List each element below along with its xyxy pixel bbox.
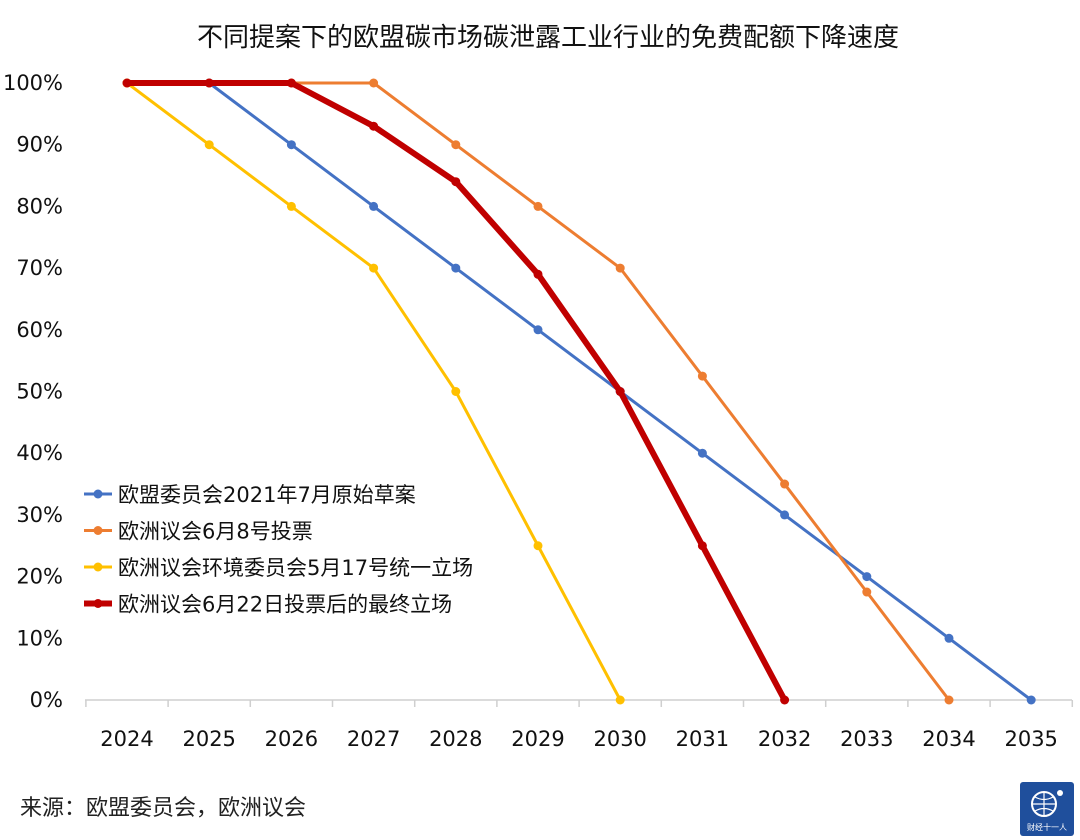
x-tick-label: 2026 (265, 727, 318, 751)
x-tick-label: 2029 (511, 727, 564, 751)
x-tick-label: 2030 (593, 727, 646, 751)
data-point (286, 78, 296, 88)
data-point (286, 201, 296, 211)
x-tick-label: 2031 (676, 727, 729, 751)
y-tick-label: 60% (16, 318, 63, 342)
data-point (944, 633, 954, 643)
line-chart: 不同提案下的欧盟碳市场碳泄露工业行业的免费配额下降速度 2024 2025 2026… (3, 23, 1074, 751)
data-point (697, 448, 707, 458)
data-point (615, 695, 625, 705)
legend-item: 欧洲议会环境委员会5月17号统一立场 (84, 556, 473, 580)
data-point (862, 587, 872, 597)
x-tick-label: 2032 (758, 727, 811, 751)
data-point (615, 263, 625, 273)
data-point (697, 541, 707, 551)
x-tick-label: 2027 (347, 727, 400, 751)
publisher-logo: 财经十一人 (1020, 782, 1074, 836)
legend: 欧盟委员会2021年7月原始草案欧洲议会6月8号投票欧洲议会环境委员会5月17号… (84, 483, 473, 617)
legend-swatch-marker (93, 489, 103, 499)
y-tick-label: 10% (16, 626, 63, 650)
legend-item: 欧洲议会6月22日投票后的最终立场 (84, 593, 452, 617)
data-point (451, 140, 461, 150)
x-tick-label: 2035 (1004, 727, 1057, 751)
data-point (451, 263, 461, 273)
legend-swatch-marker (93, 562, 103, 572)
y-tick-label: 20% (16, 565, 63, 589)
axes: 2024 2025 2026 2027 2028 2029 2030 2031 2032 2033… (3, 71, 1074, 751)
data-point (944, 695, 954, 705)
data-point (369, 121, 379, 131)
x-tick-label: 2024 (100, 727, 153, 751)
data-point (369, 263, 379, 273)
logo-text: 财经十一人 (1027, 823, 1067, 832)
data-point (122, 78, 132, 88)
y-tick-label: 30% (16, 503, 63, 527)
series-4 (122, 78, 790, 705)
data-point (862, 572, 872, 582)
data-point (204, 140, 214, 150)
y-tick-label: 70% (16, 256, 63, 280)
data-point (697, 371, 707, 381)
data-point (780, 695, 790, 705)
data-point (369, 78, 379, 88)
y-tick-label: 0% (30, 688, 63, 712)
y-tick-label: 90% (16, 133, 63, 157)
y-tick-label: 40% (16, 441, 63, 465)
legend-label: 欧洲议会环境委员会5月17号统一立场 (118, 556, 473, 580)
legend-label: 欧盟委员会2021年7月原始草案 (118, 483, 416, 507)
series-layer (122, 78, 1036, 705)
legend-swatch-marker (93, 599, 103, 608)
legend-label: 欧洲议会6月22日投票后的最终立场 (118, 593, 452, 617)
globe-icon (1031, 790, 1063, 817)
data-point (533, 541, 543, 551)
data-point (369, 201, 379, 211)
legend-item: 欧盟委员会2021年7月原始草案 (84, 483, 416, 507)
x-tick-label: 2033 (840, 727, 893, 751)
legend-item: 欧洲议会6月8号投票 (84, 520, 313, 544)
legend-label: 欧洲议会6月8号投票 (118, 520, 313, 544)
y-tick-label: 50% (16, 380, 63, 404)
x-tick-label: 2034 (922, 727, 975, 751)
data-point (533, 325, 543, 335)
y-tick-label: 100% (3, 71, 63, 95)
data-point (615, 387, 625, 396)
x-tick-label: 2025 (182, 727, 235, 751)
data-point (780, 479, 790, 489)
data-point (204, 78, 214, 88)
y-tick-label: 80% (16, 194, 63, 218)
legend-swatch-marker (93, 526, 103, 535)
data-point (451, 177, 461, 187)
data-point (451, 387, 461, 396)
x-tick-label: 2028 (429, 727, 482, 751)
chart-title: 不同提案下的欧盟碳市场碳泄露工业行业的免费配额下降速度 (197, 23, 899, 53)
data-point (286, 140, 296, 150)
data-point (1026, 695, 1036, 705)
data-point (533, 201, 543, 211)
source-note: 来源：欧盟委员会，欧洲议会 (20, 796, 307, 821)
data-point (533, 269, 543, 279)
data-point (780, 510, 790, 520)
